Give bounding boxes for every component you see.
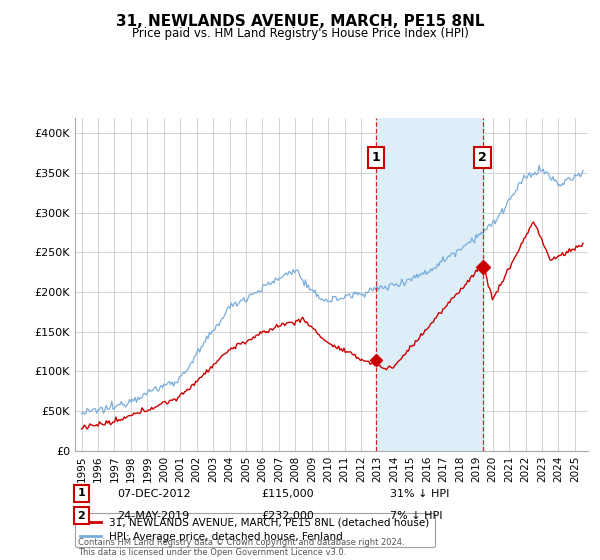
Text: 07-DEC-2012: 07-DEC-2012 bbox=[117, 489, 191, 499]
Text: 31% ↓ HPI: 31% ↓ HPI bbox=[390, 489, 449, 499]
Text: 1: 1 bbox=[77, 488, 85, 498]
Text: £232,000: £232,000 bbox=[261, 511, 314, 521]
Text: 7% ↓ HPI: 7% ↓ HPI bbox=[390, 511, 443, 521]
Text: £115,000: £115,000 bbox=[261, 489, 314, 499]
Text: 24-MAY-2019: 24-MAY-2019 bbox=[117, 511, 189, 521]
Text: 2: 2 bbox=[77, 511, 85, 521]
Legend: 31, NEWLANDS AVENUE, MARCH, PE15 8NL (detached house), HPI: Average price, detac: 31, NEWLANDS AVENUE, MARCH, PE15 8NL (de… bbox=[75, 512, 435, 547]
Text: 1: 1 bbox=[372, 151, 380, 164]
Text: 2: 2 bbox=[478, 151, 487, 164]
Bar bbox=[376, 118, 482, 451]
Text: 31, NEWLANDS AVENUE, MARCH, PE15 8NL: 31, NEWLANDS AVENUE, MARCH, PE15 8NL bbox=[116, 14, 484, 29]
Text: Contains HM Land Registry data © Crown copyright and database right 2024.
This d: Contains HM Land Registry data © Crown c… bbox=[78, 538, 404, 557]
Text: Price paid vs. HM Land Registry's House Price Index (HPI): Price paid vs. HM Land Registry's House … bbox=[131, 27, 469, 40]
